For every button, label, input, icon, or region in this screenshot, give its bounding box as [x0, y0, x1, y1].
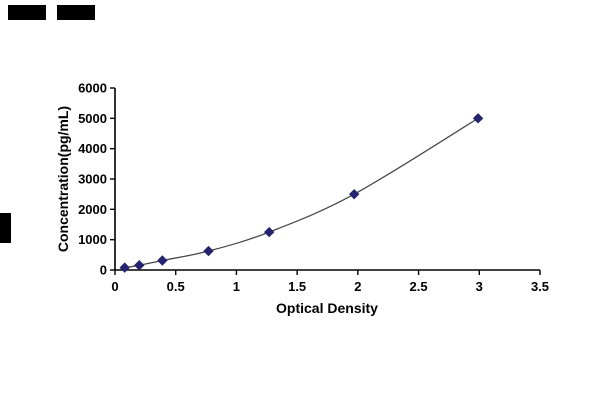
x-tick-label: 0: [111, 279, 118, 294]
x-tick-label: 2.5: [410, 279, 428, 294]
data-point-marker: [157, 255, 168, 266]
redaction-mark-left-edge: [0, 213, 11, 243]
y-tick-label: 4000: [78, 141, 107, 156]
y-tick-label: 2000: [78, 202, 107, 217]
x-tick-label: 3: [476, 279, 483, 294]
data-point-marker: [203, 245, 214, 257]
standard-curve-line: [124, 117, 479, 269]
data-point-marker: [119, 262, 130, 273]
data-point-marker: [472, 113, 484, 124]
redaction-mark-top-left-1: [8, 5, 46, 20]
y-tick-label: 5000: [78, 111, 107, 126]
x-tick-label: 2: [354, 279, 361, 294]
series-layer: [119, 113, 484, 273]
x-tick-label: 1: [233, 279, 240, 294]
redaction-mark-top-left-2: [57, 5, 95, 20]
y-tick-label: 0: [100, 263, 107, 278]
data-point-marker: [134, 260, 145, 271]
x-tick-label: 0.5: [167, 279, 185, 294]
x-tick-label: 1.5: [288, 279, 306, 294]
axes-layer: 0 1000 2000 3000 4000 5000 6000 0 0.5 1 1.5 2 2.5 3 3.…: [78, 81, 549, 295]
x-axis-title: Optical Density: [276, 300, 378, 316]
data-point-marker: [349, 188, 360, 200]
x-tick-label: 3.5: [531, 279, 549, 294]
data-point-marker: [264, 226, 275, 238]
y-tick-label: 3000: [78, 172, 107, 187]
y-tick-label: 6000: [78, 81, 107, 96]
y-axis-title: Concentration(pg/mL): [55, 106, 71, 252]
y-tick-label: 1000: [78, 232, 107, 247]
